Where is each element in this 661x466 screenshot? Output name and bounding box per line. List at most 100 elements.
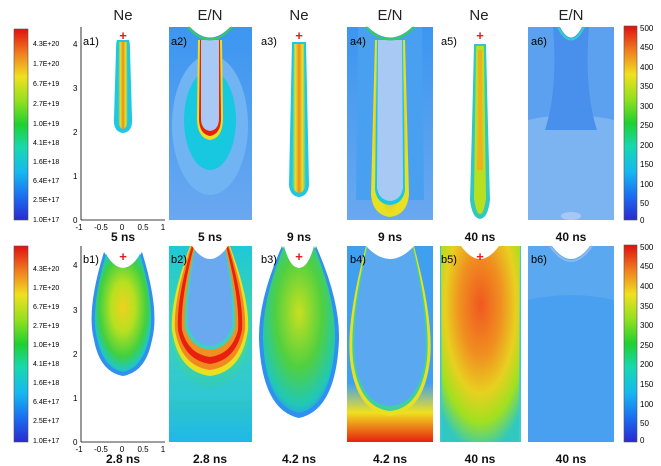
panel-label: a2): [171, 36, 187, 48]
ne-tick: 4.1E+18: [33, 361, 59, 368]
panel-b4: b4) 4.2 ns: [347, 246, 433, 466]
ne-tick: 4.3E+20: [33, 266, 59, 273]
panel-label: b2): [171, 254, 187, 266]
panel-a1: + a1) 4 3 2 1 0 -1 -0.5 0 0.5 1 5 ns: [73, 27, 166, 244]
en-tick: 0: [640, 436, 645, 445]
y-tick: 4: [73, 261, 78, 270]
panel-label: a1): [83, 36, 99, 48]
column-header: E/N: [377, 7, 402, 24]
panel-label: b5): [441, 254, 457, 266]
column-header: Ne: [289, 7, 308, 24]
en-tick: 400: [640, 282, 654, 291]
ne-tick: 6.4E+17: [33, 399, 59, 406]
ne-tick: 1.6E+18: [33, 380, 59, 387]
ne-tick: 1.0E+19: [33, 342, 59, 349]
x-tick: 1: [161, 445, 166, 454]
time-label: 40 ns: [465, 230, 496, 244]
electrode-marker: +: [119, 28, 127, 43]
column-headers: Ne E/N Ne E/N Ne E/N: [113, 7, 583, 24]
x-tick: -1: [75, 445, 83, 454]
x-tick: -1: [75, 223, 83, 232]
ne-tick: 1.0E+17: [33, 217, 59, 224]
time-label: 40 ns: [556, 452, 587, 466]
time-label: 2.8 ns: [193, 452, 227, 466]
en-tick: 50: [640, 199, 649, 208]
panel-a3: + a3) 9 ns: [258, 27, 341, 244]
en-tick: 100: [640, 180, 654, 189]
panel-a4: a4) 9 ns: [347, 26, 433, 244]
x-tick: -0.5: [94, 223, 108, 232]
panel-a2: a2) 5 ns: [169, 26, 252, 244]
en-tick: 0: [640, 216, 645, 225]
ne-tick: 2.5E+17: [33, 418, 59, 425]
time-label: 2.8 ns: [106, 452, 140, 466]
ne-tick: 2.5E+17: [33, 197, 59, 204]
panel-a6: a6) 40 ns: [528, 26, 614, 244]
y-tick: 2: [73, 350, 78, 359]
en-tick: 250: [640, 121, 654, 130]
y-tick: 2: [73, 128, 78, 137]
time-label: 40 ns: [465, 452, 496, 466]
electrode-marker: +: [476, 28, 484, 43]
panel-label: a3): [261, 36, 277, 48]
en-tick: 500: [640, 24, 654, 33]
en-tick: 350: [640, 302, 654, 311]
ne-tick: 1.0E+19: [33, 121, 59, 128]
en-tick: 50: [640, 419, 649, 428]
en-tick: 400: [640, 63, 654, 72]
electrode-marker: +: [295, 28, 303, 43]
x-tick: 0.5: [137, 445, 149, 454]
en-tick: 300: [640, 102, 654, 111]
en-tick: 150: [640, 380, 654, 389]
ne-colorbar-top: 4.3E+20 1.7E+20 6.7E+19 2.7E+19 1.0E+19 …: [13, 28, 59, 224]
en-tick: 250: [640, 341, 654, 350]
panel-label: a5): [441, 36, 457, 48]
panel-b2: b2) 2.8 ns: [169, 246, 252, 466]
en-tick: 200: [640, 141, 654, 150]
ne-tick: 1.0E+17: [33, 438, 59, 445]
time-label: 4.2 ns: [373, 452, 407, 466]
panel-a5: + a5) 40 ns: [438, 27, 523, 244]
en-colorbar-bottom: 500 450 400 350 300 250 200 150 100 50 0: [623, 243, 654, 445]
ne-tick: 1.7E+20: [33, 61, 59, 68]
ne-tick: 6.7E+19: [33, 304, 59, 311]
time-label: 5 ns: [198, 230, 222, 244]
en-tick: 150: [640, 160, 654, 169]
column-header: Ne: [113, 7, 132, 24]
y-tick: 3: [73, 306, 78, 315]
panel-label: b6): [531, 254, 547, 266]
ne-tick: 2.7E+19: [33, 323, 59, 330]
panel-label: b4): [350, 254, 366, 266]
ne-colorbar-bottom: 4.3E+20 1.7E+20 6.7E+19 2.7E+19 1.0E+19 …: [13, 245, 59, 445]
y-tick: 3: [73, 84, 78, 93]
x-tick: 0: [120, 223, 125, 232]
ne-tick: 6.7E+19: [33, 81, 59, 88]
ne-tick: 6.4E+17: [33, 178, 59, 185]
x-tick: 1: [161, 223, 166, 232]
en-tick: 500: [640, 243, 654, 252]
panel-b1: + b1) 4 3 2 1 0 -1 -0.5 0 0.5 1 2.8 ns: [73, 246, 166, 466]
panel-label: a4): [350, 36, 366, 48]
y-tick: 4: [73, 40, 78, 49]
en-tick: 300: [640, 321, 654, 330]
en-tick: 350: [640, 82, 654, 91]
time-label: 5 ns: [111, 230, 135, 244]
en-tick: 200: [640, 360, 654, 369]
electrode-marker: +: [476, 249, 484, 264]
en-tick: 450: [640, 262, 654, 271]
time-label: 4.2 ns: [282, 452, 316, 466]
column-header: E/N: [558, 7, 583, 24]
y-tick: 1: [73, 394, 78, 403]
panel-label: b1): [83, 254, 99, 266]
electrode-marker: +: [119, 249, 127, 264]
column-header: E/N: [197, 7, 222, 24]
x-tick: 0: [120, 445, 125, 454]
panel-label: a6): [531, 36, 547, 48]
electrode-marker: +: [295, 249, 303, 264]
x-tick: 0.5: [137, 223, 149, 232]
en-colorbar-top: 500 450 400 350 300 250 200 150 100 50 0: [623, 24, 654, 225]
en-tick: 450: [640, 43, 654, 52]
panel-b6: b6) 40 ns: [528, 245, 614, 466]
column-header: Ne: [469, 7, 488, 24]
